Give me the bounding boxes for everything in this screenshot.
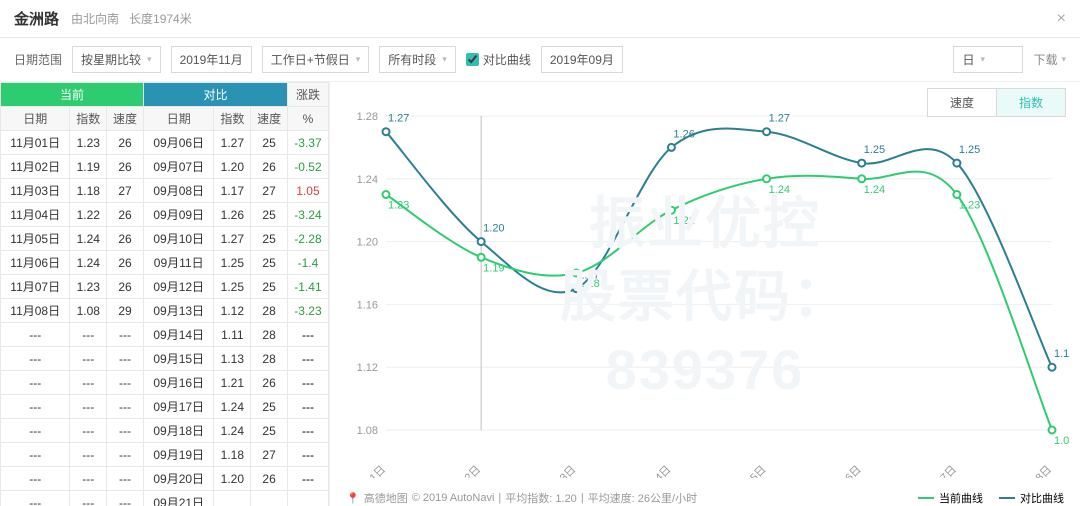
svg-text:1.24: 1.24 [864,184,885,196]
day-type-select[interactable]: 工作日+节假日▾ [262,46,370,73]
col-header: 日期 [143,107,214,131]
svg-text:1.08: 1.08 [357,425,378,437]
svg-text:1.23: 1.23 [959,200,980,212]
current-month-picker[interactable]: 2019年11月 [171,46,252,73]
table-row[interactable]: ---------09月21日 [1,491,329,506]
group-header-current: 当前 [1,83,144,107]
group-header-compare: 对比 [143,83,287,107]
chevron-down-icon: ▾ [980,54,985,65]
table-row[interactable]: 11月01日1.232609月06日1.2725-3.37 [1,131,329,155]
chart-legend: 当前曲线 对比曲线 [918,490,1064,506]
date-range-label: 日期范围 [14,51,62,68]
col-header: % [287,107,328,131]
svg-text:1.24: 1.24 [357,174,378,186]
svg-text:1.26: 1.26 [673,128,694,140]
col-header: 速度 [107,107,144,131]
svg-text:11月04日: 11月04日 [633,464,674,478]
data-table-wrapper[interactable]: 当前 对比 涨跌 日期指数速度日期指数速度% 11月01日1.232609月06… [0,82,330,506]
table-row[interactable]: ---------09月18日1.2425--- [1,419,329,443]
svg-text:1.18: 1.18 [578,278,599,290]
table-row[interactable]: ---------09月16日1.2126--- [1,371,329,395]
col-header: 速度 [251,107,288,131]
compare-mode-select[interactable]: 按星期比较▾ [72,46,161,73]
table-row[interactable]: 11月08日1.082909月13日1.1228-3.23 [1,299,329,323]
time-slot-select[interactable]: 所有时段▾ [379,46,456,73]
svg-text:1.12: 1.12 [1054,348,1070,360]
col-header: 指数 [70,107,107,131]
road-direction: 由北向南 [71,10,119,27]
svg-text:11月03日: 11月03日 [538,464,579,478]
table-row[interactable]: ---------09月20日1.2026--- [1,467,329,491]
toolbar: 日期范围 按星期比较▾ 2019年11月 工作日+节假日▾ 所有时段▾ 对比曲线… [0,38,1080,82]
compare-curve-checkbox[interactable]: 对比曲线 [466,51,531,68]
svg-text:1.27: 1.27 [388,113,409,125]
map-logo-icon: 📍 [346,492,360,505]
line-chart: 1.08 1.12 1.16 1.20 1.24 1.28 11月01日 11月02日 11月0… [340,88,1070,478]
chevron-down-icon: ▾ [1061,54,1066,65]
svg-text:1.16: 1.16 [357,299,378,311]
road-length: 长度1974米 [129,10,192,27]
svg-text:1.08: 1.08 [1054,435,1070,447]
svg-text:11月05日: 11月05日 [728,464,769,478]
svg-text:11月07日: 11月07日 [918,464,959,478]
legend-compare: 对比曲线 [1020,490,1064,506]
svg-text:1.28: 1.28 [357,111,378,123]
svg-text:1.23: 1.23 [388,200,409,212]
table-row[interactable]: 11月07日1.232609月12日1.2525-1.41 [1,275,329,299]
svg-text:1.12: 1.12 [357,362,378,374]
table-row[interactable]: 11月02日1.192609月07日1.2026-0.52 [1,155,329,179]
chart-tab-switch: 速度 指数 [927,88,1066,117]
table-row[interactable]: ---------09月15日1.1328--- [1,347,329,371]
chevron-down-icon: ▾ [147,54,152,65]
svg-text:11月06日: 11月06日 [823,464,864,478]
road-name: 金洲路 [14,8,59,29]
svg-text:11月01日: 11月01日 [347,464,388,478]
table-row[interactable]: 11月05日1.242609月10日1.2725-2.28 [1,227,329,251]
svg-text:1.20: 1.20 [357,237,378,249]
table-row[interactable]: ---------09月14日1.1128--- [1,323,329,347]
chevron-down-icon: ▾ [442,54,447,65]
svg-text:1.27: 1.27 [769,113,790,125]
col-header: 日期 [1,107,70,131]
svg-text:1.22: 1.22 [673,215,694,227]
footer-info: 📍 高德地图 © 2019 AutoNavi | 平均指数: 1.20 | 平均… [346,490,697,506]
table-row[interactable]: 11月06日1.242609月11日1.2525-1.4 [1,251,329,275]
svg-text:1.24: 1.24 [769,184,790,196]
table-row[interactable]: ---------09月19日1.1827--- [1,443,329,467]
table-row[interactable]: 11月04日1.222609月09日1.2625-3.24 [1,203,329,227]
legend-current: 当前曲线 [939,490,983,506]
col-header: 指数 [214,107,251,131]
tab-index[interactable]: 指数 [997,89,1065,116]
chevron-down-icon: ▾ [356,54,361,65]
svg-text:1.25: 1.25 [959,144,980,156]
col-header-change: 涨跌 [287,83,328,107]
svg-text:1.20: 1.20 [483,223,504,235]
data-table: 当前 对比 涨跌 日期指数速度日期指数速度% 11月01日1.232609月06… [0,82,329,506]
table-row[interactable]: ---------09月17日1.2425--- [1,395,329,419]
svg-text:11月08日: 11月08日 [1013,464,1054,478]
compare-month-picker[interactable]: 2019年09月 [541,46,623,73]
header-bar: 金洲路 由北向南 长度1974米 × [0,0,1080,38]
svg-text:11月02日: 11月02日 [442,464,483,478]
table-row[interactable]: 11月03日1.182709月08日1.17271.05 [1,179,329,203]
unit-select[interactable]: 日▾ [953,46,1023,73]
svg-text:1.19: 1.19 [483,262,504,274]
download-button[interactable]: 下载▾ [1033,51,1066,68]
tab-speed[interactable]: 速度 [928,89,997,116]
close-icon[interactable]: × [1057,10,1066,28]
chart-area: 振业优控 股票代码：839376 速度 指数 1.081.121.161.201… [330,82,1080,506]
svg-text:1.25: 1.25 [864,144,885,156]
